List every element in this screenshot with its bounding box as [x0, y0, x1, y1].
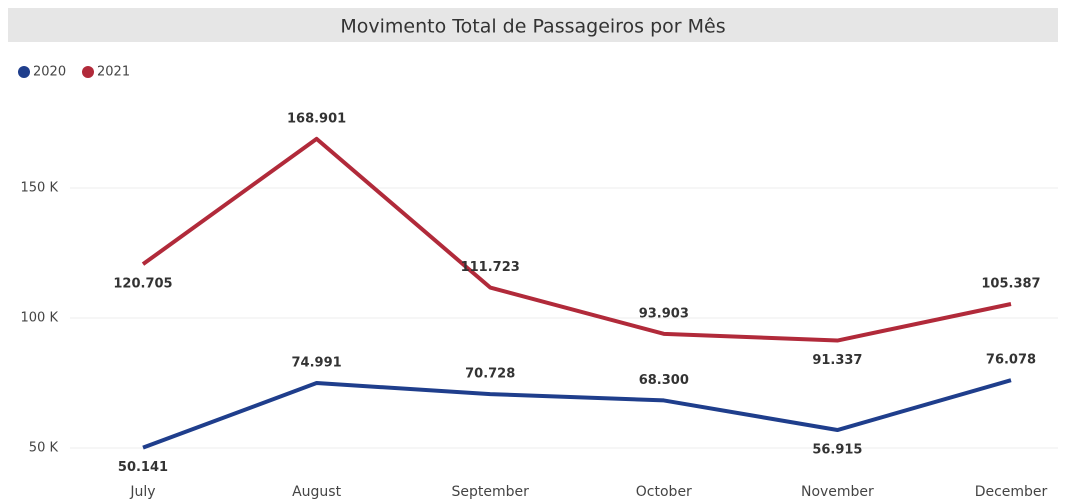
x-tick-label: November — [801, 484, 874, 500]
y-tick-label: 50 K — [29, 441, 59, 456]
x-tick-label: August — [292, 484, 342, 500]
legend-marker — [18, 66, 30, 78]
legend-label: 2021 — [97, 65, 130, 80]
data-label: 111.723 — [461, 260, 520, 275]
x-tick-label: October — [636, 484, 692, 500]
chart-title: Movimento Total de Passageiros por Mês — [340, 16, 725, 38]
data-label: 50.141 — [118, 460, 168, 475]
x-tick-label: December — [975, 484, 1048, 500]
data-label: 93.903 — [639, 306, 689, 321]
data-label: 168.901 — [287, 111, 346, 126]
data-label: 68.300 — [639, 373, 689, 388]
data-label: 105.387 — [981, 276, 1040, 291]
x-tick-label: September — [452, 484, 530, 500]
data-label: 120.705 — [113, 277, 172, 292]
data-label: 70.728 — [465, 367, 515, 382]
legend-label: 2020 — [33, 65, 66, 80]
y-tick-label: 100 K — [21, 311, 59, 326]
data-label: 76.078 — [986, 353, 1036, 368]
legend-marker — [82, 66, 94, 78]
data-label: 91.337 — [812, 353, 862, 368]
line — [142, 378, 1012, 450]
line — [141, 136, 1012, 343]
data-label: 56.915 — [812, 443, 862, 458]
x-tick-label: July — [129, 484, 155, 500]
data-label: 74.991 — [292, 356, 342, 371]
title-bar — [8, 8, 1058, 42]
y-tick-label: 150 K — [21, 181, 59, 196]
